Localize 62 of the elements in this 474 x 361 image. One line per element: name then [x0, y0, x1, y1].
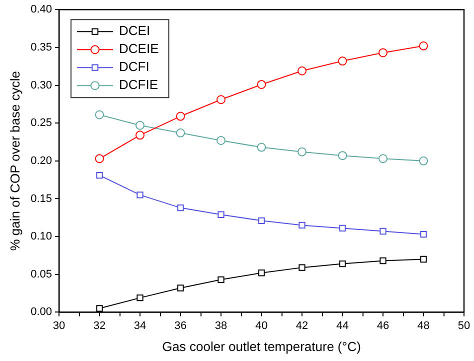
point [177, 204, 184, 212]
point [420, 256, 427, 263]
legend-label: DCEI [119, 23, 150, 38]
point [216, 136, 226, 145]
point [177, 284, 184, 292]
legend-label: DCEIE [119, 41, 160, 56]
point [136, 120, 145, 130]
x-tick-label: 38 [214, 320, 228, 332]
point [136, 192, 144, 198]
point [380, 228, 386, 235]
x-tick-label: 44 [336, 320, 349, 332]
point [338, 151, 348, 160]
point [176, 112, 186, 121]
x-axis-title: Gas cooler outlet temperature (°C) [162, 338, 361, 354]
point [218, 276, 224, 283]
legend-label: DCFI [119, 59, 150, 74]
x-tick-label: 30 [52, 320, 66, 332]
point [176, 128, 186, 138]
point [339, 224, 346, 232]
point [136, 294, 144, 302]
y-tick-label: 0.35 [30, 41, 52, 54]
point [380, 257, 386, 264]
x-tick-label: 34 [134, 320, 146, 332]
y-tick-label: 0.00 [30, 306, 52, 318]
point [216, 95, 226, 104]
point [378, 48, 388, 58]
y-tick-label: 0.25 [30, 117, 52, 130]
y-tick-label: 0.10 [30, 230, 52, 243]
x-tick-label: 48 [417, 320, 430, 332]
point [419, 156, 428, 166]
x-tick-label: 42 [296, 320, 308, 332]
point [298, 222, 306, 229]
y-tick-label: 0.05 [30, 268, 52, 280]
point [419, 41, 428, 50]
point [218, 211, 224, 218]
x-tick-label: 36 [174, 320, 187, 332]
y-tick-label: 0.20 [30, 154, 52, 167]
point [258, 217, 265, 224]
point [95, 110, 104, 120]
point [298, 264, 306, 271]
y-axis-title: % gain of COP over base cycle [7, 71, 22, 251]
point [298, 66, 307, 76]
point [339, 260, 346, 268]
point [96, 172, 103, 179]
point [96, 305, 103, 312]
point [257, 142, 266, 152]
y-tick-label: 0.30 [30, 79, 52, 92]
x-tick-label: 50 [458, 320, 470, 332]
x-tick-label: 46 [376, 320, 390, 332]
y-tick-label: 0.15 [30, 192, 52, 205]
y-tick-label: 0.40 [30, 4, 52, 16]
point [420, 230, 427, 238]
point [95, 154, 104, 164]
point [258, 270, 265, 276]
point [298, 147, 307, 156]
point [338, 56, 348, 66]
point [136, 130, 145, 140]
point [257, 80, 266, 89]
legend-label: DCFIE [119, 77, 158, 92]
x-tick-label: 40 [255, 320, 268, 332]
x-tick-label: 32 [93, 320, 106, 332]
point [378, 154, 388, 164]
